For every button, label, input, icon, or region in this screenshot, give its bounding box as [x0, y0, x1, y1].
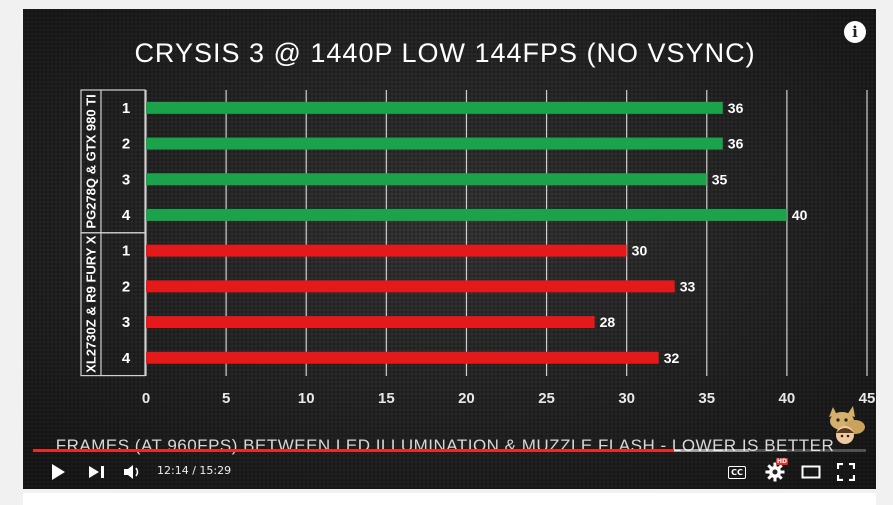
bar-2-3 — [146, 316, 595, 329]
duration: 15:29 — [199, 464, 232, 477]
video-player[interactable]: CRYSIS 3 @ 1440P LOW 144FPS (NO VSYNC) P… — [23, 9, 876, 489]
x-tick-label-40: 40 — [779, 390, 796, 407]
x-tick-label-20: 20 — [458, 390, 475, 407]
bar-2-1 — [146, 244, 627, 257]
channel-watermark-cat-icon[interactable] — [823, 399, 867, 445]
progress-bar[interactable] — [33, 449, 866, 452]
category-label-1-2: 2 — [122, 136, 130, 153]
x-tick-label-15: 15 — [378, 390, 395, 407]
x-tick-label-25: 25 — [538, 390, 555, 407]
bar-1-2 — [146, 137, 723, 150]
bar-2-4 — [146, 351, 659, 364]
category-label-1-4: 4 — [122, 207, 131, 224]
value-label-1-4: 40 — [792, 207, 808, 223]
group-label-2: XL2730Z & R9 FURY X — [84, 235, 99, 373]
value-label-2-3: 28 — [600, 314, 616, 330]
category-label-2-2: 2 — [122, 278, 130, 295]
category-label-1-1: 1 — [122, 100, 130, 117]
x-tick-label-0: 0 — [142, 390, 150, 407]
gear-icon — [765, 462, 785, 482]
subtitles-button[interactable]: CC — [723, 455, 751, 489]
progress-played — [33, 449, 675, 452]
theater-mode-icon — [801, 465, 821, 479]
chart-title: CRYSIS 3 @ 1440P LOW 144FPS (NO VSYNC) — [134, 38, 755, 68]
play-icon — [52, 464, 65, 480]
category-label-2-1: 1 — [122, 243, 130, 260]
player-controls: 12:14 / 15:29 CC HD — [23, 455, 876, 489]
category-label-2-3: 3 — [122, 314, 130, 331]
fullscreen-icon — [837, 463, 855, 481]
category-label-2-4: 4 — [122, 350, 131, 367]
x-tick-label-45: 45 — [859, 390, 876, 407]
bar-2-2 — [146, 280, 675, 293]
value-label-1-1: 36 — [728, 100, 744, 116]
group-label-1: PG278Q & GTX 980 TI — [84, 94, 99, 228]
x-tick-label-30: 30 — [618, 390, 635, 407]
x-tick-label-5: 5 — [222, 390, 230, 407]
value-label-2-1: 30 — [632, 243, 648, 259]
time-display: 12:14 / 15:29 — [157, 464, 231, 477]
volume-button[interactable] — [119, 455, 147, 489]
chart-grid — [145, 90, 868, 376]
hd-badge: HD — [776, 458, 789, 465]
category-label-1-3: 3 — [122, 171, 130, 188]
cc-icon: CC — [728, 465, 746, 479]
value-label-1-3: 35 — [712, 171, 728, 187]
play-button[interactable] — [43, 455, 73, 489]
bar-1-3 — [146, 173, 707, 186]
group-box-2 — [80, 232, 146, 377]
time-separator: / — [192, 464, 196, 477]
value-label-2-2: 33 — [680, 278, 696, 294]
x-axis-label: FRAMES (AT 960FPS) BETWEEN LED ILLUMINAT… — [56, 436, 835, 455]
next-icon — [89, 466, 104, 478]
value-label-2-4: 32 — [664, 350, 680, 366]
category-labels: 1 2 3 4 1 2 3 4 — [122, 100, 131, 367]
bars — [146, 101, 787, 364]
x-tick-label-10: 10 — [298, 390, 315, 407]
next-button[interactable] — [83, 455, 111, 489]
volume-icon — [124, 465, 139, 479]
bar-1-4 — [146, 208, 787, 221]
fullscreen-button[interactable] — [832, 455, 860, 489]
theater-mode-button[interactable] — [797, 455, 825, 489]
bar-chart: CRYSIS 3 @ 1440P LOW 144FPS (NO VSYNC) P… — [56, 38, 876, 455]
info-icon[interactable]: i — [844, 21, 866, 43]
x-tick-labels: 0 5 10 15 20 25 30 35 40 45 — [142, 390, 876, 407]
bar-1-1 — [146, 101, 723, 114]
settings-button[interactable]: HD — [760, 455, 790, 489]
current-time: 12:14 — [157, 464, 189, 477]
x-tick-label-35: 35 — [698, 390, 715, 407]
page-below-player — [23, 493, 876, 505]
value-labels: 36 36 35 40 30 33 28 32 — [600, 100, 808, 366]
value-label-1-2: 36 — [728, 136, 744, 152]
group-labels: PG278Q & GTX 980 TI XL2730Z & R9 FURY X — [80, 89, 146, 377]
